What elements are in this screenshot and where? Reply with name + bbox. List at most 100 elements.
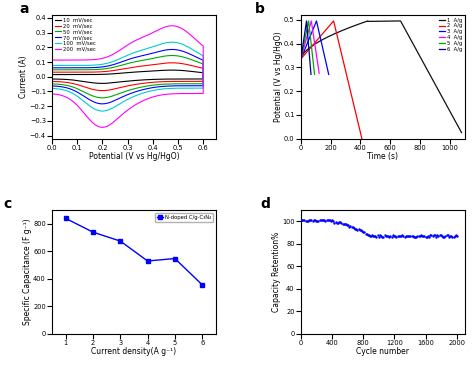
Point: [302, 217, 310, 223]
Line: 20  mV/sec: 20 mV/sec: [52, 63, 203, 91]
Point: [397, 233, 405, 239]
6  A/g: [308, 72, 314, 76]
2  A/g: [302, 52, 308, 57]
Line: 3  A/g: 3 A/g: [301, 21, 328, 74]
Point: [374, 232, 382, 238]
Point: [401, 234, 408, 240]
Point: [328, 217, 335, 223]
50  mV/sec: [192, 81, 198, 86]
Point: [400, 233, 407, 239]
Point: [452, 232, 460, 238]
70  mV/sec: [192, 84, 198, 88]
Line: 10  mV/sec: 10 mV/sec: [52, 70, 203, 83]
10  mV/sec: [181, 68, 186, 73]
100  mV/sec: [192, 86, 198, 90]
1  A/g: [365, 19, 371, 23]
4  A/g: [316, 71, 322, 75]
Point: [372, 233, 379, 239]
Point: [345, 222, 352, 228]
Point: [442, 233, 449, 239]
Point: [310, 217, 318, 223]
Point: [414, 233, 421, 239]
20  mV/sec: [151, 62, 157, 67]
Text: d: d: [260, 197, 270, 211]
Point: [342, 221, 350, 227]
Line: 200  mV/sec: 200 mV/sec: [52, 26, 203, 128]
10  mV/sec: [192, 77, 198, 81]
70  mV/sec: [169, 47, 175, 52]
Point: [437, 232, 445, 238]
1  A/g: [453, 120, 459, 125]
50  mV/sec: [100, 67, 106, 71]
Point: [339, 221, 346, 227]
Y-axis label: Specific Capacitance (F g⁻¹): Specific Capacitance (F g⁻¹): [23, 219, 32, 325]
1  A/g: [323, 36, 329, 40]
Point: [395, 233, 402, 239]
Y-axis label: Potential (V vs Hg/HgO): Potential (V vs Hg/HgO): [273, 32, 283, 122]
Point: [323, 217, 330, 223]
Point: [333, 220, 340, 226]
6  A/g: [301, 41, 306, 46]
Point: [352, 226, 360, 232]
20  mV/sec: [49, 79, 55, 84]
Point: [369, 233, 377, 239]
Point: [346, 224, 353, 230]
Point: [433, 232, 441, 238]
6  A/g: [305, 35, 311, 39]
Point: [357, 228, 365, 234]
10  mV/sec: [169, 68, 175, 72]
50  mV/sec: [49, 82, 55, 86]
Point: [344, 222, 351, 228]
200  mV/sec: [49, 58, 55, 62]
5  A/g: [301, 41, 307, 46]
Point: [297, 217, 305, 223]
70  mV/sec: [151, 51, 157, 55]
Line: 100  mV/sec: 100 mV/sec: [52, 42, 203, 111]
4  A/g: [310, 25, 315, 29]
200  mV/sec: [90, 57, 95, 62]
100  mV/sec: [90, 63, 95, 68]
50  mV/sec: [151, 56, 157, 60]
Point: [443, 232, 450, 238]
N-doped C/g-C₃N₄: [63, 216, 69, 221]
Line: 2  A/g: 2 A/g: [301, 21, 362, 138]
Point: [407, 233, 414, 239]
5  A/g: [312, 72, 318, 76]
3  A/g: [314, 19, 319, 23]
Legend: 1  A/g, 2  A/g, 3  A/g, 4  A/g, 5  A/g, 6  A/g: 1 A/g, 2 A/g, 3 A/g, 4 A/g, 5 A/g, 6 A/g: [438, 18, 462, 52]
200  mV/sec: [49, 92, 55, 96]
Point: [375, 234, 383, 240]
Point: [412, 234, 420, 240]
200  mV/sec: [169, 24, 175, 28]
3  A/g: [298, 57, 304, 61]
3  A/g: [318, 35, 323, 39]
Text: b: b: [255, 2, 265, 15]
3  A/g: [326, 72, 331, 76]
Point: [416, 233, 423, 239]
4  A/g: [304, 35, 310, 39]
Point: [356, 227, 364, 233]
1  A/g: [315, 40, 320, 45]
N-doped C/g-C₃N₄: [118, 239, 123, 243]
Point: [341, 221, 349, 227]
6  A/g: [301, 35, 307, 39]
6  A/g: [304, 19, 310, 23]
Point: [312, 217, 320, 223]
Point: [329, 218, 337, 224]
2  A/g: [331, 19, 337, 23]
2  A/g: [301, 54, 306, 58]
Point: [309, 218, 316, 224]
100  mV/sec: [100, 109, 105, 113]
4  A/g: [298, 57, 304, 61]
Point: [301, 217, 308, 223]
3  A/g: [321, 53, 327, 58]
Legend: 10  mV/sec, 20  mV/sec, 50  mV/sec, 70  mV/sec, 100  mV/sec, 200  mV/sec: 10 mV/sec, 20 mV/sec, 50 mV/sec, 70 mV/s…: [55, 18, 96, 52]
Point: [366, 233, 374, 239]
N-doped C/g-C₃N₄: [172, 256, 178, 261]
20  mV/sec: [186, 79, 192, 84]
Point: [384, 232, 392, 238]
Point: [359, 229, 367, 235]
200  mV/sec: [181, 27, 186, 32]
Point: [334, 220, 342, 226]
Point: [379, 234, 386, 240]
